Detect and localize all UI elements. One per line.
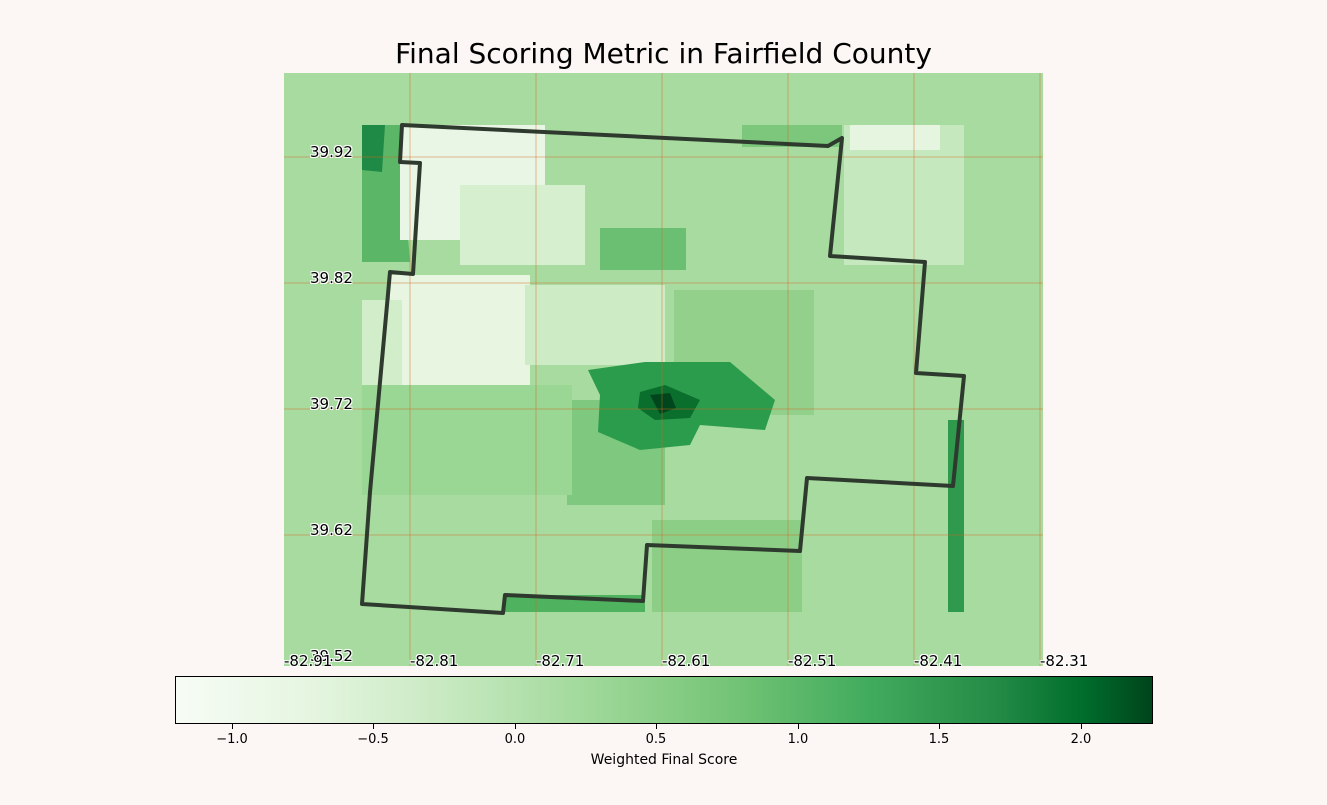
colorbar-tick-label: 2.0 [1070, 732, 1092, 747]
longitude-label: -82.91 [284, 652, 333, 670]
longitude-label: -82.51 [788, 652, 837, 670]
longitude-label: -82.31 [1040, 652, 1089, 670]
colorbar-tick [515, 724, 516, 729]
colorbar-tick-label: 0.5 [645, 732, 667, 747]
latitude-label: 39.82 [310, 269, 353, 287]
zone-top-mid-light [460, 185, 585, 265]
zone-right-edge-dark [948, 420, 964, 612]
colorbar-tick-label: 0.0 [504, 732, 526, 747]
latitude-label: 39.92 [310, 143, 353, 161]
zone-left-middle-light [390, 275, 530, 390]
colorbar-tick [232, 724, 233, 729]
longitude-label: -82.71 [536, 652, 585, 670]
latitude-label: 39.72 [310, 395, 353, 413]
latitude-label: 39.62 [310, 521, 353, 539]
zone-bottom-medium [652, 520, 802, 612]
county-boundary [360, 123, 966, 615]
colorbar-tick [656, 724, 657, 729]
zone-center-light [525, 285, 665, 365]
zone-top-left-darker [362, 125, 385, 172]
colorbar-tick [373, 724, 374, 729]
colorbar [175, 676, 1153, 724]
colorbar-tick-label: 1.0 [787, 732, 809, 747]
longitude-label: -82.81 [410, 652, 459, 670]
colorbar-tick [798, 724, 799, 729]
zone-lower-left [362, 385, 572, 495]
longitude-label: -82.61 [662, 652, 711, 670]
colorbar-tick-label: −1.0 [216, 732, 248, 747]
zone-urban-core-dark [650, 393, 676, 414]
map-title: Final Scoring Metric in Fairfield County [395, 37, 932, 70]
score-zones [362, 125, 964, 612]
longitude-label: -82.41 [914, 652, 963, 670]
colorbar-tick [939, 724, 940, 729]
graticule [284, 73, 1043, 666]
latitude-label: 39.52 [310, 647, 353, 665]
colorbar-tick-label: 1.5 [928, 732, 950, 747]
colorbar-tick-label: −0.5 [357, 732, 389, 747]
colorbar-tick [1081, 724, 1082, 729]
colorbar-label: Weighted Final Score [590, 752, 738, 768]
zone-center-patch [600, 228, 686, 270]
zone-top-right-lighter [850, 125, 940, 150]
